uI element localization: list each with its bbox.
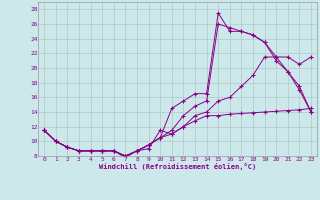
X-axis label: Windchill (Refroidissement éolien,°C): Windchill (Refroidissement éolien,°C) (99, 163, 256, 170)
